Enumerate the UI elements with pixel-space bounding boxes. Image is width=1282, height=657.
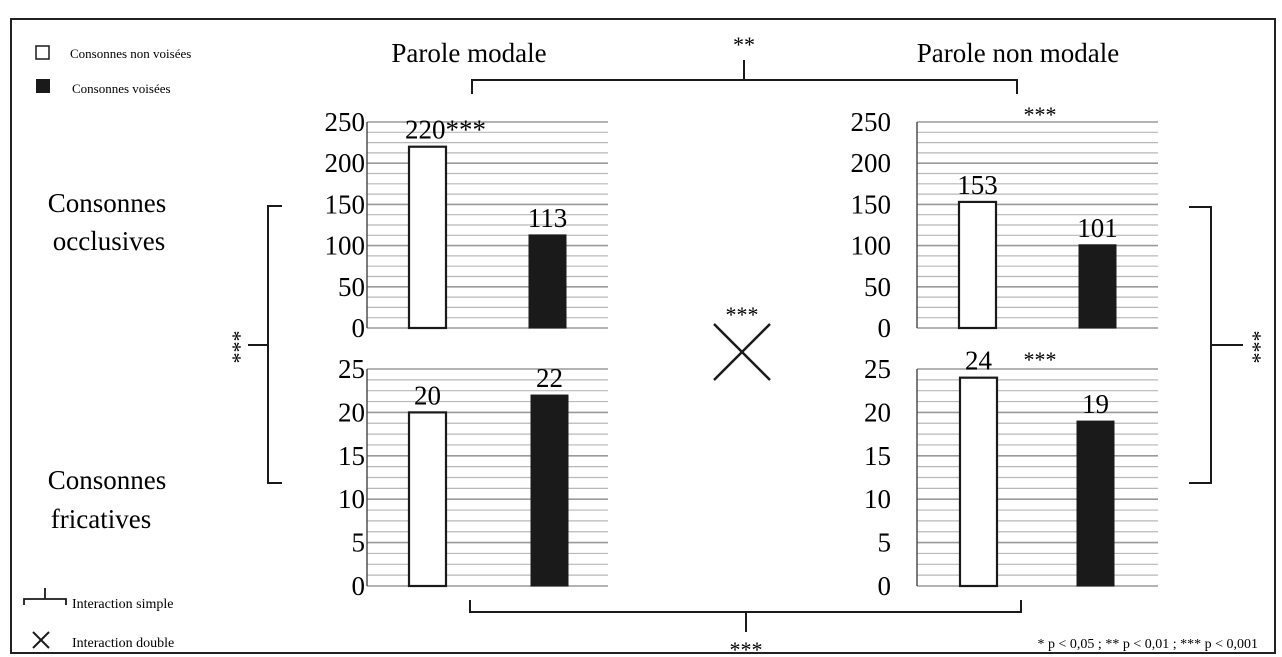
bottom-interaction-bracket xyxy=(469,600,1022,632)
interaction-simple-icon xyxy=(23,588,67,605)
header-modal: Parole modale xyxy=(391,38,546,68)
row-label-fricative-1: Consonnes xyxy=(48,465,167,495)
row-label-occlusive-2: occlusives xyxy=(53,226,165,256)
right-interaction-bracket xyxy=(1189,206,1243,484)
panel-nonmodal-occlusive: 0 50 100 150 200 250 153 101 *** xyxy=(851,102,1158,343)
header-nonmodal: Parole non modale xyxy=(917,38,1119,68)
y-tick-label: 5 xyxy=(878,528,892,558)
y-tick-label: 25 xyxy=(864,354,891,384)
data-label-unvoiced: 20 xyxy=(414,380,441,410)
y-tick-label: 50 xyxy=(338,272,365,302)
interaction-legend: Interaction simple Interaction double xyxy=(23,588,174,651)
y-tick-label: 100 xyxy=(325,231,366,261)
bar-unvoiced xyxy=(407,145,448,330)
bar-voiced xyxy=(530,394,569,587)
right-bracket-significance: *** xyxy=(1247,331,1272,364)
bar-voiced xyxy=(1076,420,1115,587)
y-tick-label: 250 xyxy=(325,107,366,137)
left-bracket-significance: *** xyxy=(227,331,252,364)
significance-footnote: * p < 0,05 ; ** p < 0,01 ; *** p < 0,001 xyxy=(1038,637,1258,652)
y-tick-label: 5 xyxy=(352,528,366,558)
y-tick-label: 15 xyxy=(864,441,891,471)
y-tick-label: 100 xyxy=(851,231,892,261)
legend: Consonnes non voisées Consonnes voisées xyxy=(35,45,191,96)
bar-unvoiced xyxy=(407,411,448,588)
y-tick-label: 10 xyxy=(338,484,365,514)
y-tick-label: 200 xyxy=(325,148,366,178)
y-tick-label: 150 xyxy=(851,189,892,219)
y-tick-label: 15 xyxy=(338,441,365,471)
center-cross-significance: *** xyxy=(726,302,759,327)
panel-significance: *** xyxy=(1024,347,1057,372)
interaction-double-icon xyxy=(32,631,50,649)
interaction-simple-label: Interaction simple xyxy=(72,597,173,612)
data-label-voiced: 22 xyxy=(536,363,563,393)
y-tick-label: 0 xyxy=(352,571,366,601)
row-label-occlusive-1: Consonnes xyxy=(48,188,167,218)
bar-unvoiced xyxy=(957,200,998,330)
top-bracket-significance: ** xyxy=(733,32,755,57)
y-tick-label: 150 xyxy=(325,189,366,219)
y-tick-label: 25 xyxy=(338,354,365,384)
panel-significance: *** xyxy=(1024,102,1057,127)
data-label-voiced: 19 xyxy=(1082,389,1109,419)
data-label-voiced: 113 xyxy=(528,203,568,233)
y-tick-label: 20 xyxy=(338,397,365,427)
figure-frame xyxy=(10,18,1276,654)
data-label-unvoiced: 220*** xyxy=(405,115,486,145)
center-cross-mark xyxy=(713,323,771,381)
bar-voiced xyxy=(528,234,567,329)
y-tick-label: 10 xyxy=(864,484,891,514)
y-tick-label: 200 xyxy=(851,148,892,178)
left-interaction-bracket xyxy=(248,205,282,484)
legend-swatch-unvoiced xyxy=(35,45,50,60)
bar-unvoiced xyxy=(958,376,999,588)
interaction-double-label: Interaction double xyxy=(72,636,174,651)
row-label-fricative-2: fricatives xyxy=(51,504,151,534)
y-tick-label: 0 xyxy=(352,313,366,343)
legend-swatch-voiced xyxy=(36,79,50,93)
y-tick-label: 250 xyxy=(851,107,892,137)
legend-label-unvoiced: Consonnes non voisées xyxy=(70,46,191,61)
data-label-voiced: 101 xyxy=(1077,213,1118,243)
y-tick-label: 20 xyxy=(864,397,891,427)
panel-modal-fricative: 0 5 10 15 20 25 20 22 xyxy=(338,354,608,601)
legend-label-voiced: Consonnes voisées xyxy=(72,81,171,96)
data-label-unvoiced: 24 xyxy=(965,346,993,376)
y-tick-label: 50 xyxy=(864,272,891,302)
bottom-bracket-significance: *** xyxy=(730,637,763,657)
y-tick-label: 0 xyxy=(878,571,892,601)
data-label-unvoiced: 153 xyxy=(957,170,998,200)
bar-voiced xyxy=(1078,244,1117,329)
y-tick-label: 0 xyxy=(878,313,892,343)
panel-modal-occlusive: 0 50 100 150 200 250 220*** 113 xyxy=(325,107,608,343)
top-interaction-bracket xyxy=(471,60,1018,94)
panel-nonmodal-fricative: 0 5 10 15 20 25 24 19 *** xyxy=(864,346,1158,601)
